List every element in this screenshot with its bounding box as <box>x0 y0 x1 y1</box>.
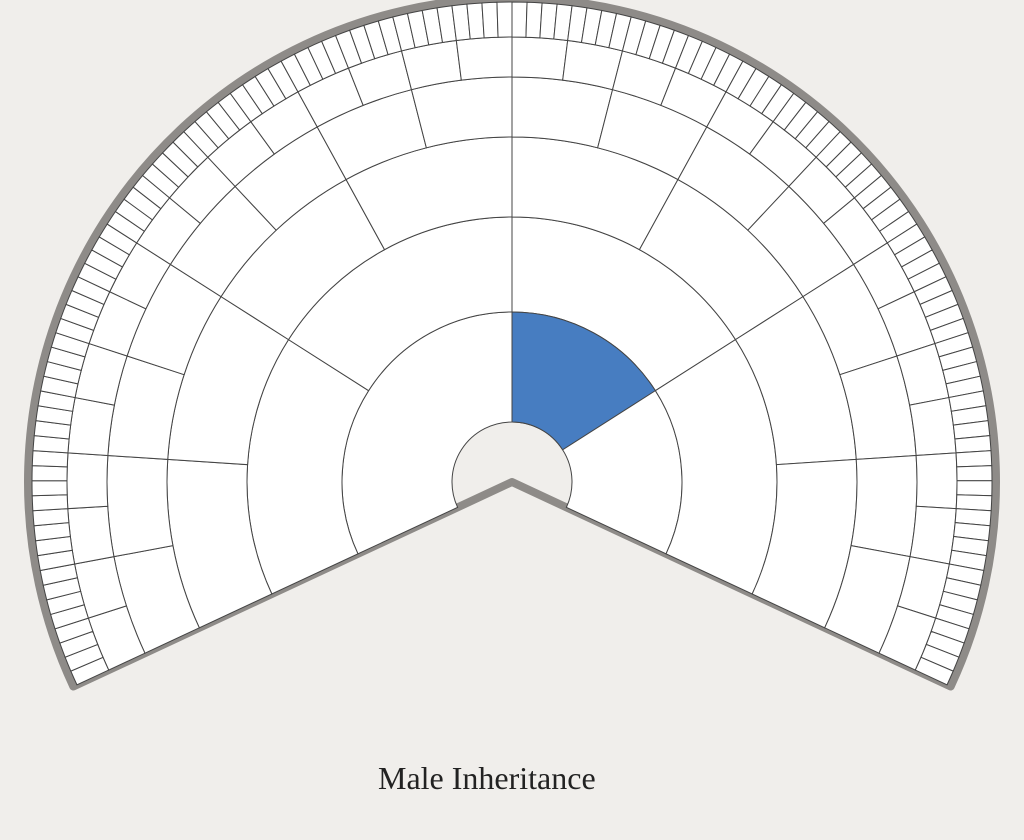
grid-cell <box>957 466 992 481</box>
grid-cell <box>32 495 68 511</box>
grid-cell <box>497 2 512 37</box>
grid-cell <box>956 495 992 511</box>
grid-cell <box>482 2 498 38</box>
fan-chart-svg <box>0 0 1024 840</box>
grid-cell <box>411 77 512 148</box>
grid-cell <box>910 506 956 564</box>
grid-cell <box>957 481 992 496</box>
grid-cell <box>910 398 956 456</box>
grid-cell <box>916 453 957 509</box>
fan-chart-container: Male Inheritance <box>0 0 1024 840</box>
grid-cell <box>32 481 67 496</box>
chart-title: Male Inheritance <box>378 760 596 797</box>
grid-cell <box>956 451 992 467</box>
grid-cell <box>456 37 512 80</box>
grid-cell <box>467 3 484 39</box>
grid-cell <box>512 2 527 37</box>
grid-cell <box>32 466 67 481</box>
grid-cell <box>68 398 114 456</box>
grid-cell <box>512 77 613 148</box>
grid-cell <box>33 509 69 526</box>
grid-cell <box>851 456 917 557</box>
grid-cell <box>512 37 568 80</box>
grid-cell <box>68 506 114 564</box>
grid-cell <box>955 436 991 453</box>
grid-cell <box>67 453 108 509</box>
grid-cell <box>107 456 173 557</box>
grid-cell <box>526 2 542 38</box>
